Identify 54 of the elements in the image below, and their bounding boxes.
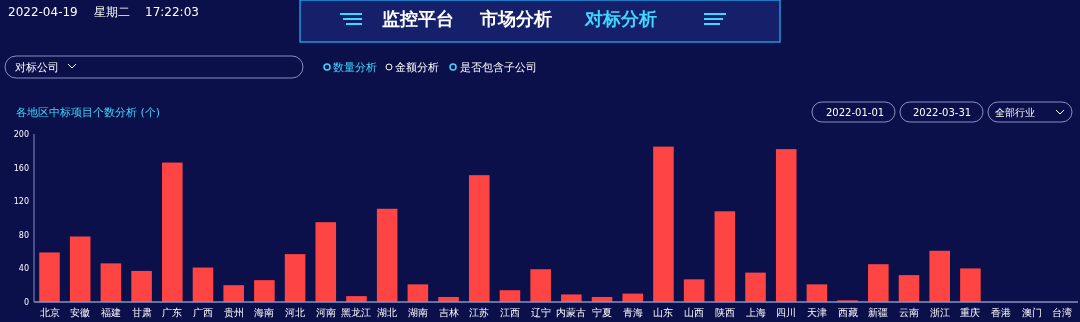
x-tick-label: 澳门 (1021, 307, 1042, 318)
y-tick-label: 160 (13, 163, 29, 173)
text: 市场分析 (479, 8, 552, 29)
x-tick-label: 青海 (622, 307, 643, 318)
text: 对标公司 (15, 61, 59, 73)
x-tick-label: 山东 (653, 307, 674, 318)
text: 2022-01-01 (826, 107, 885, 118)
text: 全部行业 (995, 107, 1035, 118)
chart-title: 各地区中标项目个数分析 (个) (16, 106, 161, 119)
text: 是否包含子公司 (460, 61, 537, 74)
x-tick-label: 贵州 (223, 307, 244, 318)
text: 17:22:03 (145, 5, 199, 19)
text: 监控平台 (382, 8, 454, 29)
x-tick-label: 北京 (39, 307, 60, 318)
x-tick-label: 新疆 (868, 307, 889, 318)
text: 2022-03-31 (913, 107, 972, 118)
x-tick-label: 福建 (100, 307, 121, 318)
x-tick-label: 河南 (315, 307, 336, 318)
x-tick-label: 江西 (499, 307, 520, 318)
text: 数量分析 (333, 61, 377, 73)
x-tick-label: 黑龙江 (341, 307, 372, 318)
x-tick-label: 四川 (776, 307, 797, 318)
x-tick-label: 重庆 (960, 307, 981, 318)
x-tick-label: 广西 (192, 307, 213, 318)
x-tick-label: 陕西 (714, 307, 735, 318)
x-tick-label: 广东 (162, 307, 183, 318)
x-tick-label: 湖南 (407, 307, 428, 318)
x-tick-label: 西藏 (837, 307, 858, 318)
x-tick-label: 山西 (684, 307, 705, 318)
y-tick-label: 40 (18, 264, 29, 274)
text: 对标分析 (584, 8, 657, 29)
x-tick-label: 吉林 (438, 307, 459, 318)
y-tick-label: 200 (13, 130, 29, 139)
text: 星期二 (94, 5, 130, 19)
x-tick-label: 湖北 (377, 307, 398, 318)
x-tick-label: 海南 (254, 307, 275, 318)
y-tick-label: 0 (23, 298, 29, 307)
x-tick-label: 辽宁 (530, 307, 551, 318)
x-tick-label: 云南 (899, 307, 920, 318)
x-tick-label: 天津 (806, 307, 827, 318)
x-tick-label: 安徽 (70, 307, 91, 318)
x-tick-label: 上海 (745, 307, 766, 318)
x-tick-label: 台湾 (1052, 307, 1073, 318)
text: 2022-04-19 (8, 5, 78, 19)
x-tick-label: 河北 (285, 307, 306, 318)
text: 金额分析 (395, 61, 439, 73)
x-tick-label: 甘肃 (131, 307, 152, 318)
x-tick-label: 浙江 (929, 307, 950, 318)
x-tick-label: 香港 (991, 307, 1012, 318)
y-tick-label: 120 (13, 197, 29, 207)
x-tick-label: 宁夏 (592, 307, 613, 318)
y-tick-label: 80 (18, 230, 29, 240)
x-tick-label: 江苏 (469, 307, 490, 318)
x-tick-label: 内蒙古 (556, 307, 587, 318)
